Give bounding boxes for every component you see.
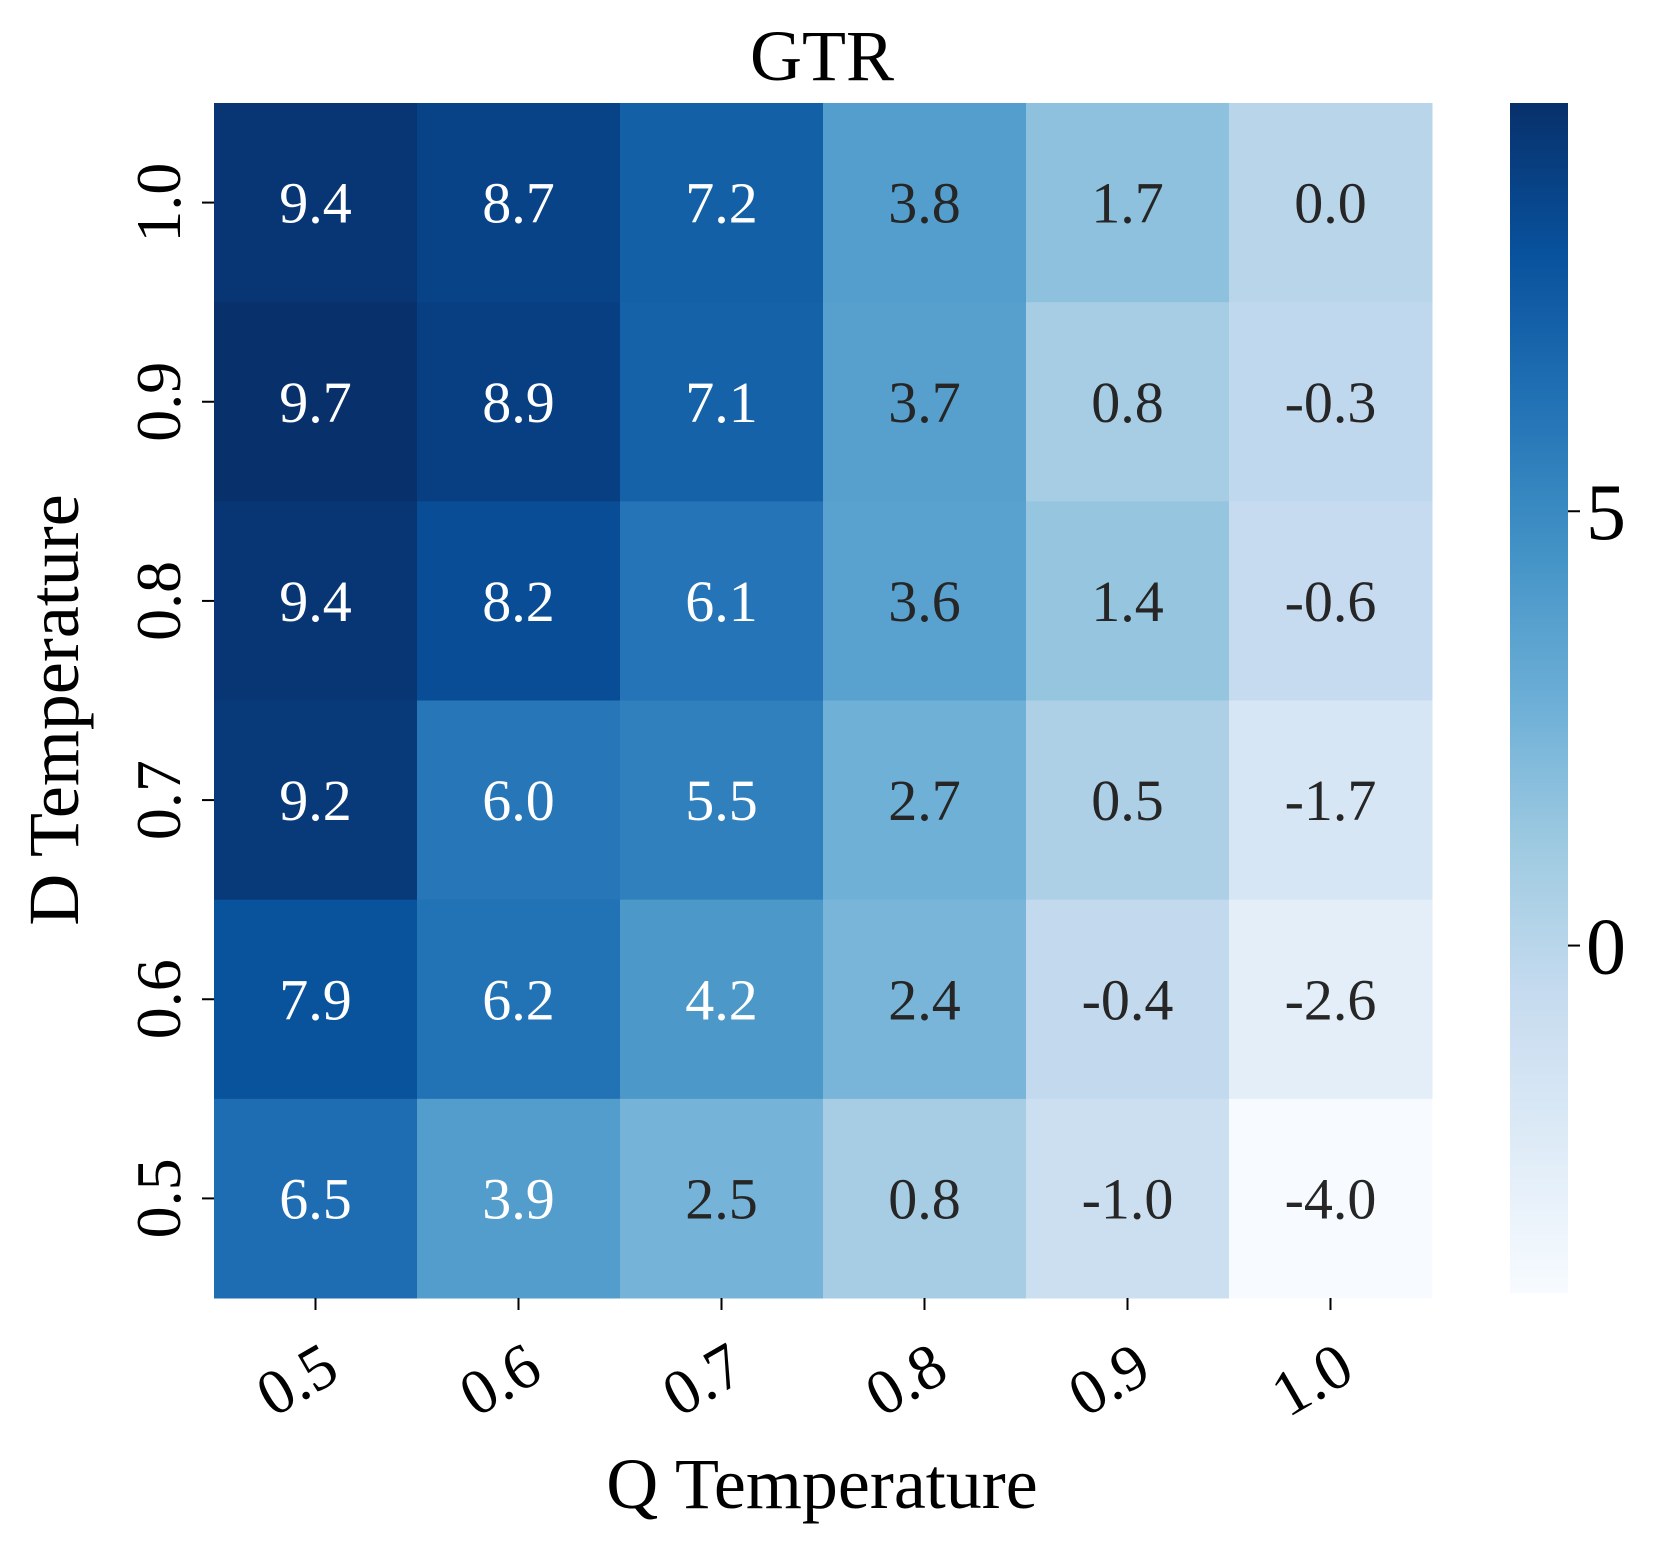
heatmap-cell <box>417 1098 621 1299</box>
heatmap-cell <box>417 501 621 701</box>
heatmap-cell-label: 7.1 <box>685 370 758 435</box>
heatmap-cell <box>620 501 824 701</box>
heatmap-cell <box>214 700 418 901</box>
heatmap-cell-label: 4.2 <box>685 967 758 1032</box>
heatmap-cell-label: 3.7 <box>888 370 961 435</box>
heatmap-cell-label: 1.7 <box>1091 171 1164 236</box>
heatmap-cell <box>1026 1098 1230 1299</box>
heatmap-cell <box>214 103 418 303</box>
heatmap-cell-label: 6.0 <box>482 768 555 833</box>
heatmap-cell <box>1026 103 1230 303</box>
heatmap-cell <box>1229 302 1433 502</box>
heatmap-cell-label: -0.3 <box>1285 370 1377 435</box>
heatmap-cell <box>620 1098 824 1299</box>
heatmap-cell <box>1229 1098 1433 1299</box>
x-tick-label: 0.6 <box>447 1329 552 1430</box>
heatmap-cell-label: 5.5 <box>685 768 758 833</box>
heatmap-cell <box>1026 700 1230 901</box>
heatmap-cell <box>1229 899 1433 1100</box>
y-tick-label: 0.7 <box>123 760 194 840</box>
heatmap-cell-label: -0.6 <box>1285 569 1377 634</box>
heatmap-cell-label: 9.4 <box>279 171 352 236</box>
heatmap-cell-label: 0.8 <box>888 1166 961 1231</box>
y-axis-label: D Temperature <box>14 494 94 925</box>
chart-title: GTR <box>750 16 894 96</box>
heatmap-cell <box>214 302 418 502</box>
heatmap-cell-label: -0.4 <box>1082 967 1174 1032</box>
y-tick-label: 0.5 <box>123 1158 194 1238</box>
heatmap-cell-label: -1.0 <box>1082 1166 1174 1231</box>
x-axis-label: Q Temperature <box>606 1444 1037 1524</box>
heatmap-cell-label: 2.7 <box>888 768 961 833</box>
heatmap-cell-label: 2.5 <box>685 1166 758 1231</box>
heatmap-cell-label: 7.9 <box>279 967 352 1032</box>
heatmap-cell-label: 9.4 <box>279 569 352 634</box>
heatmap-cell <box>214 899 418 1100</box>
x-tick-label: 0.7 <box>650 1329 755 1430</box>
y-tick-label: 1.0 <box>123 163 194 243</box>
heatmap-cell <box>1026 302 1230 502</box>
heatmap-cell-label: 6.5 <box>279 1166 352 1231</box>
heatmap-cell <box>620 700 824 901</box>
heatmap-cell-labels: 9.4 8.7 7.2 3.8 1.7 0.0 9.7 8.9 7.1 3.7 0.8 -0.3 9.4… <box>279 171 1376 1232</box>
heatmap-cell <box>1026 501 1230 701</box>
heatmap-cell-label: 0.8 <box>1091 370 1164 435</box>
colorbar-gradient <box>1510 103 1568 1293</box>
heatmap-cell-label: -2.6 <box>1285 967 1377 1032</box>
y-tick-label: 0.8 <box>123 561 194 641</box>
heatmap-cell <box>417 302 621 502</box>
heatmap-cell-label: 0.0 <box>1294 171 1367 236</box>
heatmap-cell <box>1229 103 1433 303</box>
heatmap-cell-label: 8.2 <box>482 569 555 634</box>
y-tick-label: 0.6 <box>123 959 194 1039</box>
heatmap-cell-label: 9.2 <box>279 768 352 833</box>
heatmap-cell-label: 8.9 <box>482 370 555 435</box>
x-tick-label: 1.0 <box>1259 1329 1364 1430</box>
heatmap-cell-label: 0.5 <box>1091 768 1164 833</box>
heatmap-cell <box>1026 899 1230 1100</box>
y-axis: 1.0 0.9 0.8 0.7 0.6 0.5 <box>123 163 214 1238</box>
heatmap-cell <box>417 700 621 901</box>
x-tick-label: 0.5 <box>244 1329 349 1430</box>
heatmap-cell <box>1229 501 1433 701</box>
colorbar-ticks: 50 <box>1568 469 1626 992</box>
heatmap-cell-label: 6.2 <box>482 967 555 1032</box>
heatmap-cell <box>620 899 824 1100</box>
x-axis: 0.5 0.6 0.7 0.8 0.9 1.0 <box>244 1298 1364 1430</box>
heatmap-cell-label: 9.7 <box>279 370 352 435</box>
heatmap-cell <box>214 501 418 701</box>
heatmap-cell <box>417 899 621 1100</box>
heatmap-cell-label: 3.9 <box>482 1166 555 1231</box>
heatmap-cell-label: 2.4 <box>888 967 961 1032</box>
heatmap-cell <box>620 103 824 303</box>
heatmap-cell-label: 8.7 <box>482 171 555 236</box>
heatmap-cell <box>1229 700 1433 901</box>
colorbar: 50 <box>1510 103 1626 1293</box>
heatmap-cell <box>823 1098 1027 1299</box>
y-tick-label: 0.9 <box>123 362 194 442</box>
heatmap-cell <box>823 501 1027 701</box>
x-tick-label: 0.9 <box>1056 1329 1161 1430</box>
heatmap-cell-label: 6.1 <box>685 569 758 634</box>
heatmap-cell-label: 3.6 <box>888 569 961 634</box>
heatmap-cell-label: 7.2 <box>685 171 758 236</box>
heatmap-cell <box>214 1098 418 1299</box>
heatmap-cell-label: -1.7 <box>1285 768 1377 833</box>
heatmap-cell-label: -4.0 <box>1285 1166 1377 1231</box>
heatmap-cells <box>214 103 1433 1299</box>
heatmap-cell <box>620 302 824 502</box>
colorbar-tick-label: 0 <box>1586 904 1626 992</box>
heatmap-cell-label: 1.4 <box>1091 569 1164 634</box>
heatmap-cell <box>823 302 1027 502</box>
x-tick-label: 0.8 <box>853 1329 958 1430</box>
heatmap-cell <box>417 103 621 303</box>
heatmap-cell-label: 3.8 <box>888 171 961 236</box>
heatmap-cell <box>823 103 1027 303</box>
heatmap-cell <box>823 700 1027 901</box>
heatmap-cell <box>823 899 1027 1100</box>
colorbar-tick-label: 5 <box>1586 469 1626 557</box>
